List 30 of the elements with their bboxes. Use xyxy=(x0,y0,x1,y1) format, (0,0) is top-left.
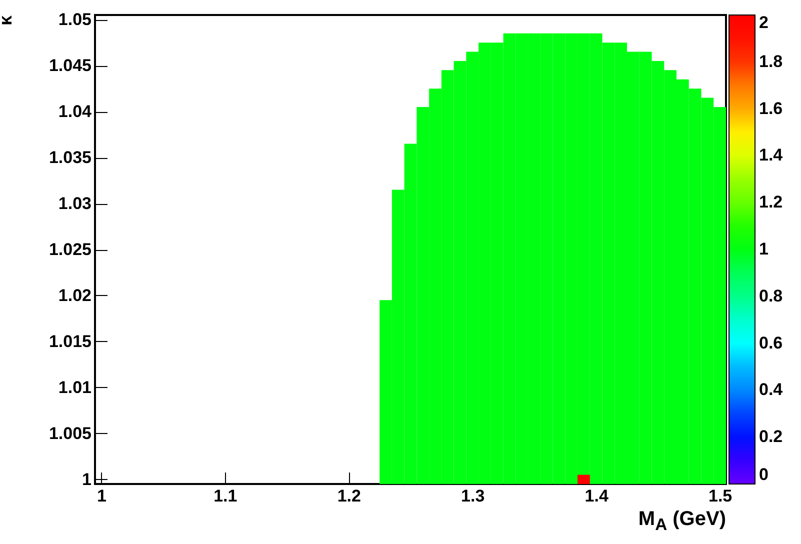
x-tick-label: 1.5 xyxy=(708,486,732,506)
y-tick-label: 1.05 xyxy=(58,10,92,30)
color-bar-label: 2 xyxy=(759,13,768,32)
color-bar-label: 0.6 xyxy=(759,333,783,352)
x-tick-label: 1.2 xyxy=(337,486,361,506)
x-tick-label: 1.1 xyxy=(214,486,238,506)
y-tick-label: 1.025 xyxy=(48,240,92,259)
color-bar-label: 1.4 xyxy=(759,146,784,165)
y-axis-title: κ xyxy=(0,14,16,26)
color-bar-label: 1.8 xyxy=(759,52,783,71)
y-tick-label: 1.04 xyxy=(58,102,92,122)
x-axis-title: M$_{A}$ (GeV) xyxy=(638,508,726,535)
x-tick-label: 1.4 xyxy=(584,486,609,506)
y-tick-label: 1.015 xyxy=(48,332,92,351)
x-tick-label: 1.3 xyxy=(461,486,485,506)
color-bar-label: 1.6 xyxy=(759,98,783,118)
color-bar-label: 0.4 xyxy=(759,380,784,400)
y-tick-label: 1.045 xyxy=(48,56,92,76)
color-bar-label: 0 xyxy=(759,465,768,484)
y-tick-label: 1.01 xyxy=(58,378,92,397)
color-bar-label: 0.2 xyxy=(759,427,783,446)
y-tick-label: 1.02 xyxy=(58,286,92,305)
color-bar-label: 1.2 xyxy=(759,192,783,212)
y-tick-label: 1.005 xyxy=(48,424,92,443)
x-tick-label: 1 xyxy=(96,486,106,506)
y-tick-label: 1.035 xyxy=(48,148,92,168)
color-bar-label: 1 xyxy=(759,240,768,258)
color-bar-label: 0.8 xyxy=(759,286,783,306)
y-tick-label: 1.03 xyxy=(58,194,92,214)
y-tick-label: 1 xyxy=(82,470,92,489)
